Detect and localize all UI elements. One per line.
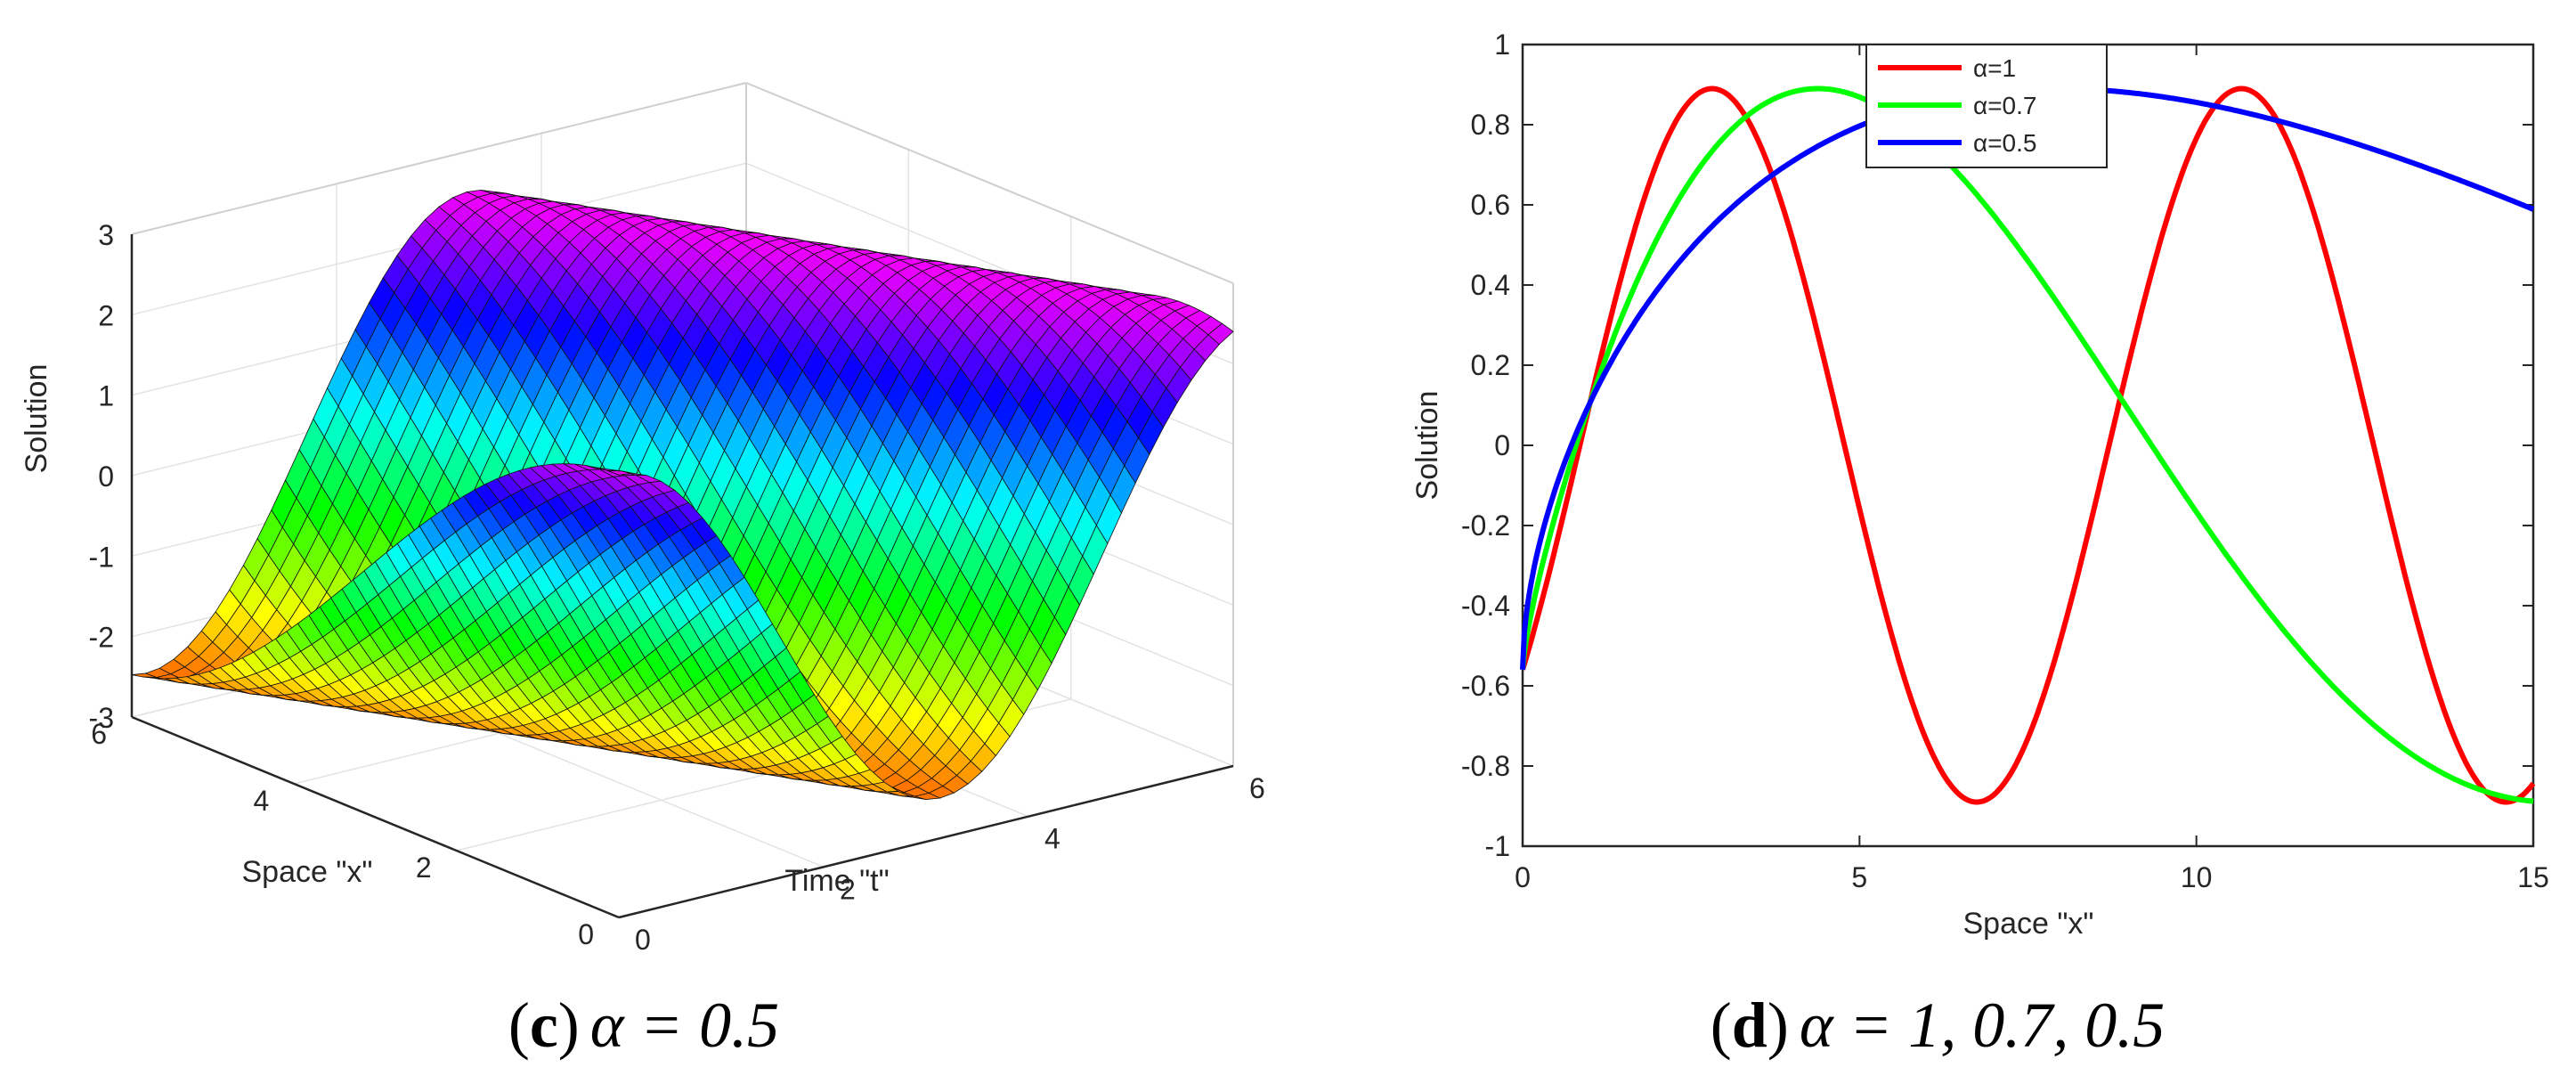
surface-plot: 3 2 1 0 -1 -2 -3 0 2 4 6 0 2 4 6 Solution Space "x" Ti… [20, 82, 1265, 1061]
z-tick-label: 3 [98, 219, 114, 251]
y-tick-label: -0.8 [1461, 750, 1510, 782]
caption-c: (c) α = 0.5 [508, 990, 779, 1061]
t-tick-label: 0 [635, 924, 651, 956]
x-tick-label: 4 [254, 785, 270, 817]
z-tick-label: -2 [89, 622, 114, 654]
series-line [1520, 86, 2535, 804]
x-tick-label: 6 [91, 718, 107, 750]
caption-text: α = 1, 0.7, 0.5 [1800, 990, 2165, 1061]
y-tick-label: -0.2 [1461, 509, 1510, 542]
chart-panel-c: 3 2 1 0 -1 -2 -3 0 2 4 6 0 2 4 6 Solution Space "x" Ti… [0, 0, 1288, 1088]
surface-patch [1207, 322, 1234, 346]
y-tick-label: 0.4 [1471, 269, 1510, 301]
y-tick-label: 1 [1494, 29, 1510, 61]
t-tick-label: 6 [1249, 772, 1265, 804]
caption-letter: d [1732, 990, 1767, 1061]
legend-label: α=0.7 [1973, 92, 2036, 119]
t-tick-label: 4 [1044, 823, 1060, 855]
axis-line [618, 764, 1234, 919]
z-tick-label: 1 [98, 380, 114, 412]
caption-d: (d) α = 1, 0.7, 0.5 [1711, 990, 2165, 1061]
chart-panel-d: 0 5 10 15 1 0.8 0.6 0.4 0.2 0 -0.2 -0.4 -0.6 -0.8 -1 S… [1288, 0, 2576, 1088]
axis-line [131, 715, 620, 919]
z-tick-label: -3 [89, 702, 114, 734]
box-edge [745, 82, 1234, 284]
x-tick-label: 0 [1515, 861, 1531, 893]
y-axis-label: Solution [1410, 391, 1444, 501]
y-tick-label: 0 [1494, 429, 1510, 461]
caption-text: α = 0.5 [590, 990, 779, 1061]
x-axis-label: Space "x" [1963, 907, 2094, 941]
tick-labels: 3 2 1 0 -1 -2 -3 0 2 4 6 0 2 4 6 [89, 219, 1265, 956]
x-tick-label: 10 [2181, 861, 2213, 893]
line-plot: 0 5 10 15 1 0.8 0.6 0.4 0.2 0 -0.2 -0.4 -0.6 -0.8 -1 S… [1410, 29, 2549, 1061]
legend-label: α=0.5 [1973, 129, 2036, 157]
y-tick-label: -1 [1485, 830, 1510, 862]
z-tick-label: 2 [98, 299, 114, 331]
box-edge [131, 82, 747, 235]
y-tick-label: 0.8 [1471, 109, 1510, 141]
x-tick-label: 5 [1851, 861, 1867, 893]
ticks: 0 5 10 15 1 0.8 0.6 0.4 0.2 0 -0.2 -0.4 -0.6 -0.8 -1 [1461, 29, 2549, 893]
z-tick-label: 0 [98, 460, 114, 493]
legend-label: α=1 [1973, 54, 2016, 82]
legend: α=1 α=0.7 α=0.5 [1865, 44, 2108, 168]
t-tick-label: 2 [840, 873, 856, 905]
y-tick-label: 0.6 [1471, 189, 1510, 221]
x-tick-label: 15 [2517, 861, 2549, 893]
x-tick-label: 2 [416, 852, 432, 884]
caption-letter: c [530, 990, 558, 1061]
z-axis-label: Solution [20, 364, 53, 474]
surface-mesh [131, 189, 1234, 800]
y-tick-label: -0.4 [1461, 590, 1510, 622]
series-line [1520, 86, 2536, 805]
y-tick-label: -0.6 [1461, 670, 1510, 702]
z-tick-label: -1 [89, 541, 114, 573]
x-tick-label: 0 [578, 918, 594, 950]
y-axis-label: Space "x" [242, 855, 373, 889]
y-tick-label: 0.2 [1471, 349, 1510, 381]
x-axis-label: Time "t" [784, 864, 889, 898]
